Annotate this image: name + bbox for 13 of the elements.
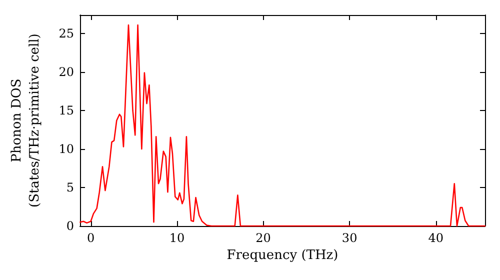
y-tick-label: 0 — [66, 219, 74, 233]
y-tick-label: 5 — [66, 180, 74, 194]
x-axis-title: Frequency (THz) — [226, 248, 338, 263]
y-tick-label: 10 — [58, 142, 74, 156]
x-tick-label: 30 — [342, 231, 358, 245]
x-tick-label: 0 — [86, 231, 95, 245]
x-tick-label: 40 — [428, 231, 444, 245]
y-tick-label: 20 — [58, 64, 74, 79]
x-tick-label: 10 — [169, 231, 185, 245]
y-tick-label: 25 — [58, 26, 74, 40]
y-axis-title: Phonon DOS (States/THz·primitive cell) — [10, 33, 42, 208]
x-tick-label: 20 — [256, 231, 271, 245]
y-tick-label: 15 — [58, 103, 74, 118]
